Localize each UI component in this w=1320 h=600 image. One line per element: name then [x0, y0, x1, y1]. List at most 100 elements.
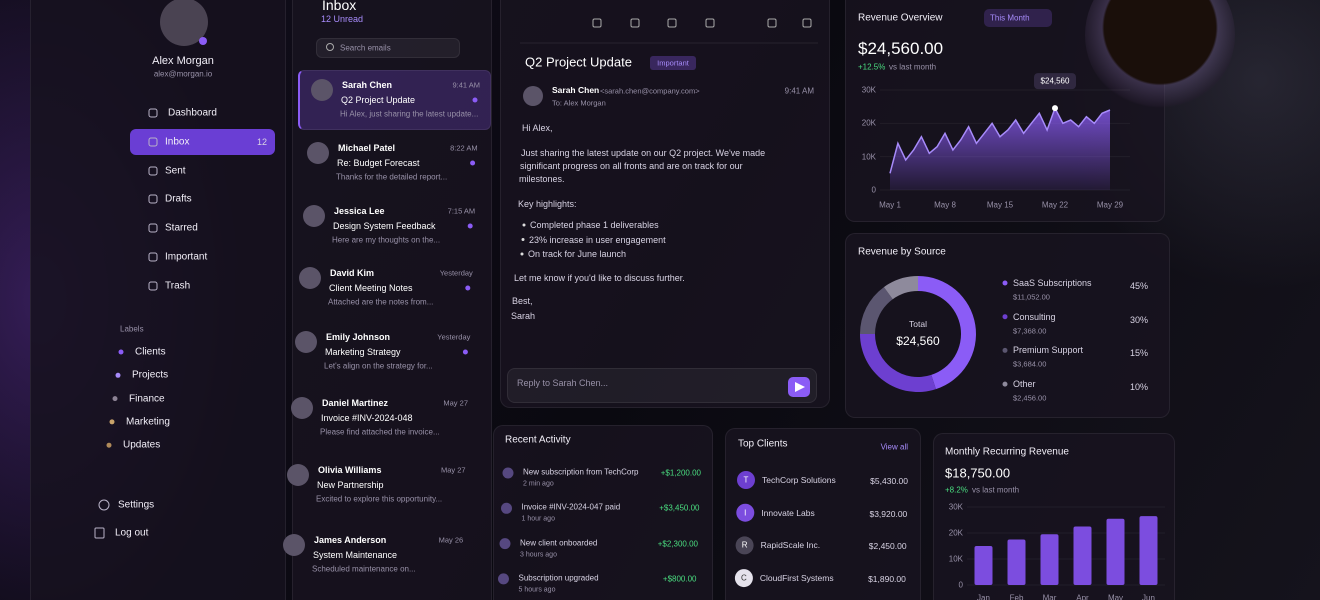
- avatar: [160, 0, 208, 46]
- x-tick-label: Mar: [1042, 593, 1057, 600]
- nav-item[interactable]: Drafts: [165, 193, 192, 205]
- nav-inbox-highlight[interactable]: [130, 129, 275, 155]
- email-sender[interactable]: Emily Johnson: [326, 332, 391, 342]
- x-tick-label: Feb: [1009, 593, 1024, 600]
- donut-segment: [860, 334, 936, 392]
- donut-segment: [860, 287, 893, 334]
- email-subject: New Partnership: [317, 480, 384, 490]
- email-preview: Thanks for the detailed report...: [336, 172, 448, 182]
- unread-dot: [462, 349, 468, 355]
- view-all-link[interactable]: View all: [880, 442, 908, 452]
- toolbar-icon: [592, 18, 602, 28]
- nav-item[interactable]: Trash: [165, 280, 191, 292]
- highlight-item: Completed phase 1 deliverables: [530, 220, 659, 230]
- email-body-line: milestones.: [519, 174, 565, 184]
- bar: [1040, 534, 1059, 585]
- legend-dot: [1002, 381, 1008, 387]
- email-sender[interactable]: Daniel Martinez: [322, 398, 389, 408]
- y-tick-label: 0: [871, 185, 876, 195]
- email-subject: Q2 Project Update: [341, 95, 416, 105]
- label-item[interactable]: Finance: [129, 393, 165, 405]
- toolbar-icon: [705, 18, 715, 28]
- mrr-total: $18,750.00: [945, 465, 1011, 481]
- label-item[interactable]: Clients: [135, 346, 166, 358]
- email-tag: Important: [657, 58, 689, 68]
- toolbar-icon: [767, 18, 777, 28]
- annotation: $24,560: [1040, 76, 1070, 86]
- email-preview: Please find attached the invoice...: [320, 427, 440, 437]
- legend-amount: $11,052.00: [1013, 292, 1050, 302]
- x-tick-label: Jun: [1142, 593, 1155, 600]
- nav-item[interactable]: Sent: [165, 165, 186, 177]
- period-dropdown[interactable]: [984, 9, 1052, 27]
- nav-item[interactable]: Inbox: [165, 136, 190, 148]
- bar: [1139, 516, 1158, 585]
- legend-dot: [1002, 314, 1008, 320]
- email-panel: [500, 0, 830, 408]
- settings-icon: [98, 499, 110, 511]
- reply-placeholder[interactable]: Reply to Sarah Chen...: [517, 378, 609, 388]
- legend-label: Premium Support: [1013, 345, 1084, 356]
- client-avatar: [736, 503, 755, 522]
- email-time: May 27: [443, 398, 468, 408]
- x-tick-label: May 15: [986, 200, 1014, 210]
- activity-title: Subscription upgraded: [518, 573, 599, 583]
- email-avatar: [283, 534, 305, 556]
- email-sender[interactable]: Sarah Chen: [342, 80, 393, 90]
- annotation-box: [1034, 73, 1076, 90]
- email-time: Yesterday: [439, 268, 473, 278]
- nav-icon: [148, 281, 158, 291]
- nav-item[interactable]: Dashboard: [168, 107, 217, 119]
- user-name: Alex Morgan: [152, 55, 214, 67]
- email-sender[interactable]: James Anderson: [314, 535, 387, 545]
- email-sender[interactable]: Olivia Williams: [318, 465, 382, 475]
- y-tick-label: 30K: [861, 85, 876, 95]
- label-item[interactable]: Projects: [132, 369, 169, 381]
- label-item[interactable]: Marketing: [126, 416, 170, 428]
- highlights-title: Key highlights:: [518, 199, 577, 209]
- panel-title: Monthly Recurring Revenue: [945, 446, 1069, 458]
- activity-title: New subscription from TechCorp: [523, 467, 639, 477]
- email-subject: Marketing Strategy: [325, 347, 401, 357]
- label-dot: [106, 442, 112, 448]
- email-sender[interactable]: David Kim: [330, 268, 375, 278]
- bullet: [521, 238, 525, 241]
- donut-label: Total: [909, 319, 927, 329]
- search-box[interactable]: [316, 38, 460, 58]
- legend-percent: 45%: [1129, 281, 1148, 291]
- email-sender[interactable]: Michael Patel: [338, 143, 396, 153]
- reply-box[interactable]: [507, 368, 817, 403]
- email-sender[interactable]: Jessica Lee: [334, 206, 385, 216]
- logout-link[interactable]: Log out: [115, 527, 149, 539]
- email-preview: Hi Alex, just sharing the latest update.…: [340, 109, 479, 119]
- nav-icon: [148, 137, 158, 147]
- client-initial: R: [741, 540, 748, 550]
- sender-avatar: [523, 86, 543, 106]
- selected-email[interactable]: [298, 70, 491, 130]
- y-tick-label: 0: [958, 580, 963, 590]
- nav-item[interactable]: Important: [165, 251, 208, 263]
- nav-item[interactable]: Starred: [165, 222, 198, 234]
- donut-value: $24,560: [896, 334, 940, 348]
- email-subject: Client Meeting Notes: [329, 283, 413, 293]
- activity-icon: [499, 538, 511, 550]
- client-amount: $2,450.00: [868, 541, 907, 552]
- label-item[interactable]: Updates: [123, 439, 161, 451]
- legend-amount: $7,368.00: [1013, 326, 1047, 336]
- settings-link[interactable]: Settings: [118, 499, 155, 511]
- legend-label: SaaS Subscriptions: [1013, 278, 1092, 288]
- period-label[interactable]: This Month: [990, 13, 1030, 23]
- email-avatar: [303, 205, 325, 227]
- email-received: 9:41 AM: [784, 86, 814, 96]
- email-subject: Invoice #INV-2024-048: [321, 413, 413, 423]
- unread-count: 12 Unread: [321, 14, 364, 24]
- y-tick-label: 20K: [948, 528, 963, 538]
- label-dot: [115, 372, 121, 378]
- highlight-item: 23% increase in user engagement: [529, 234, 666, 245]
- revenue-change-note: vs last month: [889, 62, 937, 72]
- email-avatar: [299, 267, 321, 289]
- send-icon: [795, 382, 805, 392]
- activity-icon: [501, 502, 512, 514]
- unread-dot: [470, 160, 476, 166]
